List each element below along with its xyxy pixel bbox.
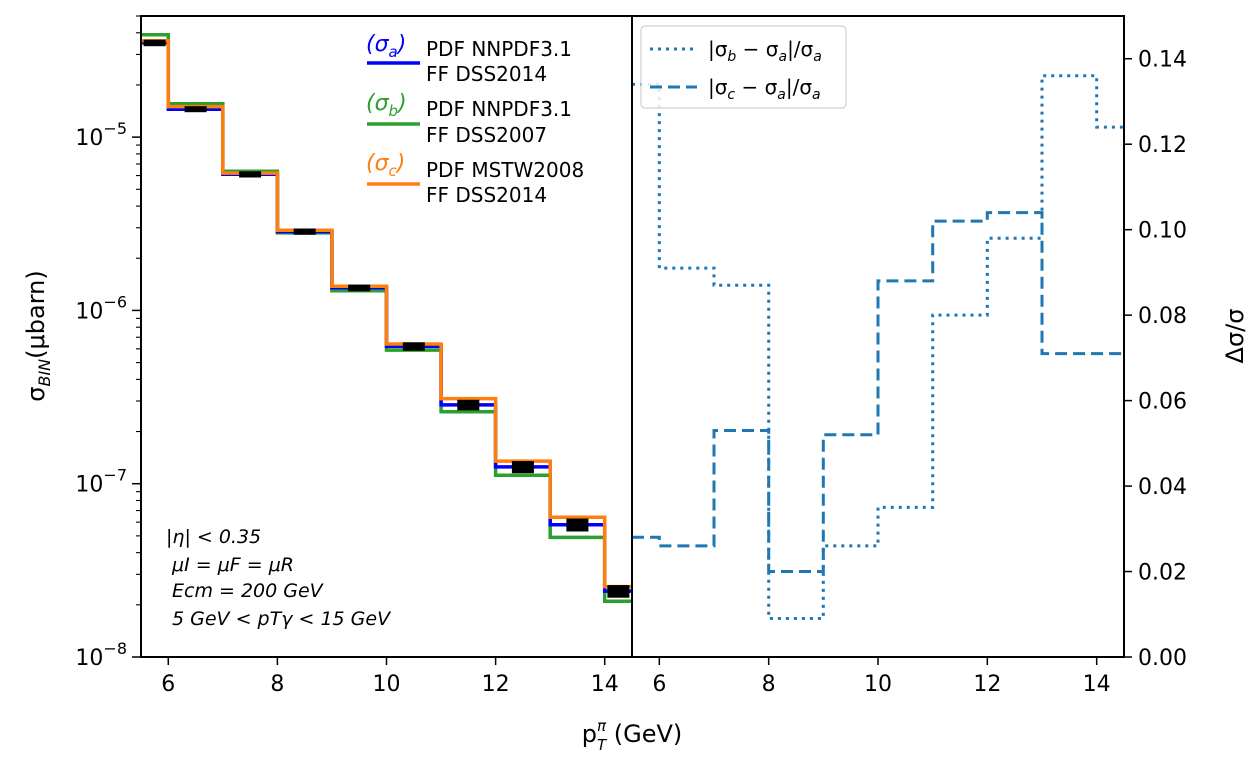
left-y-tick-label: 10−8 bbox=[75, 639, 127, 671]
ratio-line-c-vs-a bbox=[632, 211, 1124, 573]
right-y-tick-label: 0.08 bbox=[1138, 304, 1187, 329]
svg-text:(σa): (σa) bbox=[366, 32, 406, 61]
error-bar-bin-3 bbox=[239, 171, 262, 178]
legend-label-sigma-c-ff: FF DSS2014 bbox=[426, 183, 547, 207]
legend-entry-sigma-a: (σa) PDF NNPDF3.1 FF DSS2014 bbox=[366, 32, 572, 86]
left-x-tick-label: 14 bbox=[591, 672, 619, 697]
right-legend: |σb − σa|/σa |σc − σa|/σa bbox=[640, 25, 847, 109]
legend-label-dotted: |σb − σa|/σa bbox=[708, 37, 822, 65]
right-x-tick-label: 14 bbox=[1083, 672, 1111, 697]
error-bar-bin-7 bbox=[457, 399, 480, 411]
right-y-tick-label: 0.12 bbox=[1138, 133, 1187, 158]
annotation-pt-photon-range: 5 GeV < pTγ < 15 GeV bbox=[172, 608, 392, 630]
right-x-tick-label: 6 bbox=[652, 672, 666, 697]
right-x-tick-label: 10 bbox=[864, 672, 892, 697]
legend-label-sigma-b-ff: FF DSS2007 bbox=[426, 123, 547, 147]
error-bar-bin-6 bbox=[402, 342, 425, 351]
left-x-tick-label: 10 bbox=[373, 672, 401, 697]
x-axis-label: pπ T (GeV) bbox=[582, 717, 683, 754]
error-bar-bin-10 bbox=[607, 585, 630, 598]
left-x-tick-label: 12 bbox=[482, 672, 510, 697]
error-bar-bin-5 bbox=[348, 284, 371, 292]
error-bar-bin-1 bbox=[143, 39, 166, 47]
left-errorbar-layer bbox=[143, 39, 630, 598]
left-x-ticks: 6 8 10 12 14 bbox=[161, 657, 619, 697]
left-y-tick-label: 10−5 bbox=[75, 119, 127, 151]
left-legend: (σa) PDF NNPDF3.1 FF DSS2014 (σb) PDF NN… bbox=[366, 32, 584, 207]
left-x-tick-label: 6 bbox=[161, 672, 175, 697]
right-series-layer bbox=[632, 74, 1124, 620]
kinematics-annotation: |η| < 0.35 μI = μF = μR Ecm = 200 GeV 5 … bbox=[166, 526, 392, 630]
left-y-ticks: 10−8 10−7 10−6 10−5 bbox=[75, 15, 141, 671]
left-series-layer bbox=[141, 32, 632, 603]
error-bar-bin-4 bbox=[293, 228, 316, 235]
right-y-ticks: 0.00 0.02 0.04 0.06 0.08 0.10 0.12 0.14 bbox=[1124, 48, 1187, 671]
left-y-tick-label: 10−6 bbox=[75, 292, 127, 324]
right-y-tick-label: 0.02 bbox=[1138, 561, 1187, 586]
legend-label-sigma-c-pdf: PDF MSTW2008 bbox=[426, 158, 584, 182]
legend-entry-sigma-b: (σb) PDF NNPDF3.1 FF DSS2007 bbox=[366, 91, 572, 147]
legend-label-sigma-a-ff: FF DSS2014 bbox=[426, 62, 547, 86]
annotation-scales: μI = μF = μR bbox=[171, 554, 294, 576]
legend-label-sigma-a-pdf: PDF NNPDF3.1 bbox=[426, 37, 572, 61]
error-bar-bin-9 bbox=[566, 518, 589, 532]
right-x-tick-label: 8 bbox=[762, 672, 776, 697]
left-panel: 6 8 10 12 14 10−8 10−7 10−6 10−5 σBIN(μbarn) (σ… bbox=[22, 15, 633, 697]
annotation-ecm: Ecm = 200 GeV bbox=[172, 580, 325, 602]
left-y-tick-label: 10−7 bbox=[75, 466, 127, 498]
legend-entry-sigma-c: (σc) PDF MSTW2008 FF DSS2014 bbox=[366, 151, 584, 207]
right-y-tick-label: 0.04 bbox=[1138, 475, 1187, 500]
step-line-sigma-c bbox=[141, 38, 632, 589]
right-panel: 6 8 10 12 14 0.00 0.02 0.04 0.06 0.08 0.10 0.12 0.1… bbox=[631, 15, 1249, 697]
right-y-axis-label: Δσ/σ bbox=[1221, 309, 1249, 364]
right-x-tick-label: 12 bbox=[973, 672, 1001, 697]
legend-label-sigma-b-pdf: PDF NNPDF3.1 bbox=[426, 97, 572, 121]
svg-text:(σc): (σc) bbox=[366, 151, 405, 180]
right-y-tick-label: 0.06 bbox=[1138, 390, 1187, 415]
right-x-ticks: 6 8 10 12 14 bbox=[652, 657, 1111, 697]
legend-label-dashed: |σc − σa|/σa bbox=[708, 75, 821, 103]
error-bar-bin-2 bbox=[184, 106, 207, 113]
left-x-tick-label: 8 bbox=[270, 672, 284, 697]
svg-text:(σb): (σb) bbox=[366, 91, 407, 120]
left-y-axis-label: σBIN(μbarn) bbox=[22, 270, 54, 401]
right-y-tick-label: 0.00 bbox=[1138, 646, 1187, 671]
right-y-tick-label: 0.10 bbox=[1138, 219, 1187, 244]
annotation-eta-cut: |η| < 0.35 bbox=[166, 526, 261, 548]
error-bar-bin-8 bbox=[511, 461, 534, 474]
right-y-tick-label: 0.14 bbox=[1138, 48, 1187, 73]
